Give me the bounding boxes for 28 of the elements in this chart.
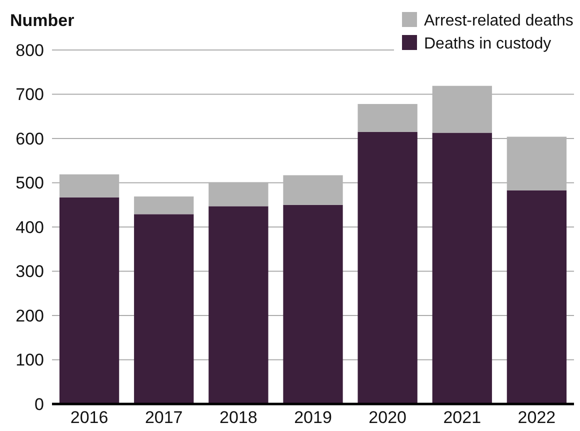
x-tick-label: 2018 [220,408,258,427]
legend-label: Arrest-related deaths [424,12,574,30]
bar [59,197,120,404]
y-tick-label: 300 [16,262,44,282]
bar [134,214,194,404]
y-tick-label: 100 [16,350,44,370]
x-tick-label: 2020 [368,408,406,427]
legend-label: Deaths in custody [424,36,552,53]
x-tick-label: 2017 [144,408,183,427]
x-tick-label: 2021 [443,408,482,427]
bar [432,132,492,404]
y-tick-label: 200 [16,306,44,326]
y-tick-label: 800 [16,40,44,60]
y-tick-label: 700 [16,85,44,104]
bar [506,190,567,404]
bar [358,132,418,404]
y-tick-label: 400 [16,218,44,237]
bar [358,104,418,132]
y-tick-label: 0 [34,394,44,414]
bar [134,196,194,214]
bar [208,206,268,404]
y-axis-title: Number [10,11,75,30]
x-tick-label: 2016 [70,408,108,427]
x-tick-label: 2022 [518,408,556,427]
x-tick-label: 2019 [294,408,332,427]
bar [283,204,343,404]
y-tick-label: 600 [16,129,44,148]
y-tick-label: 500 [16,174,44,193]
